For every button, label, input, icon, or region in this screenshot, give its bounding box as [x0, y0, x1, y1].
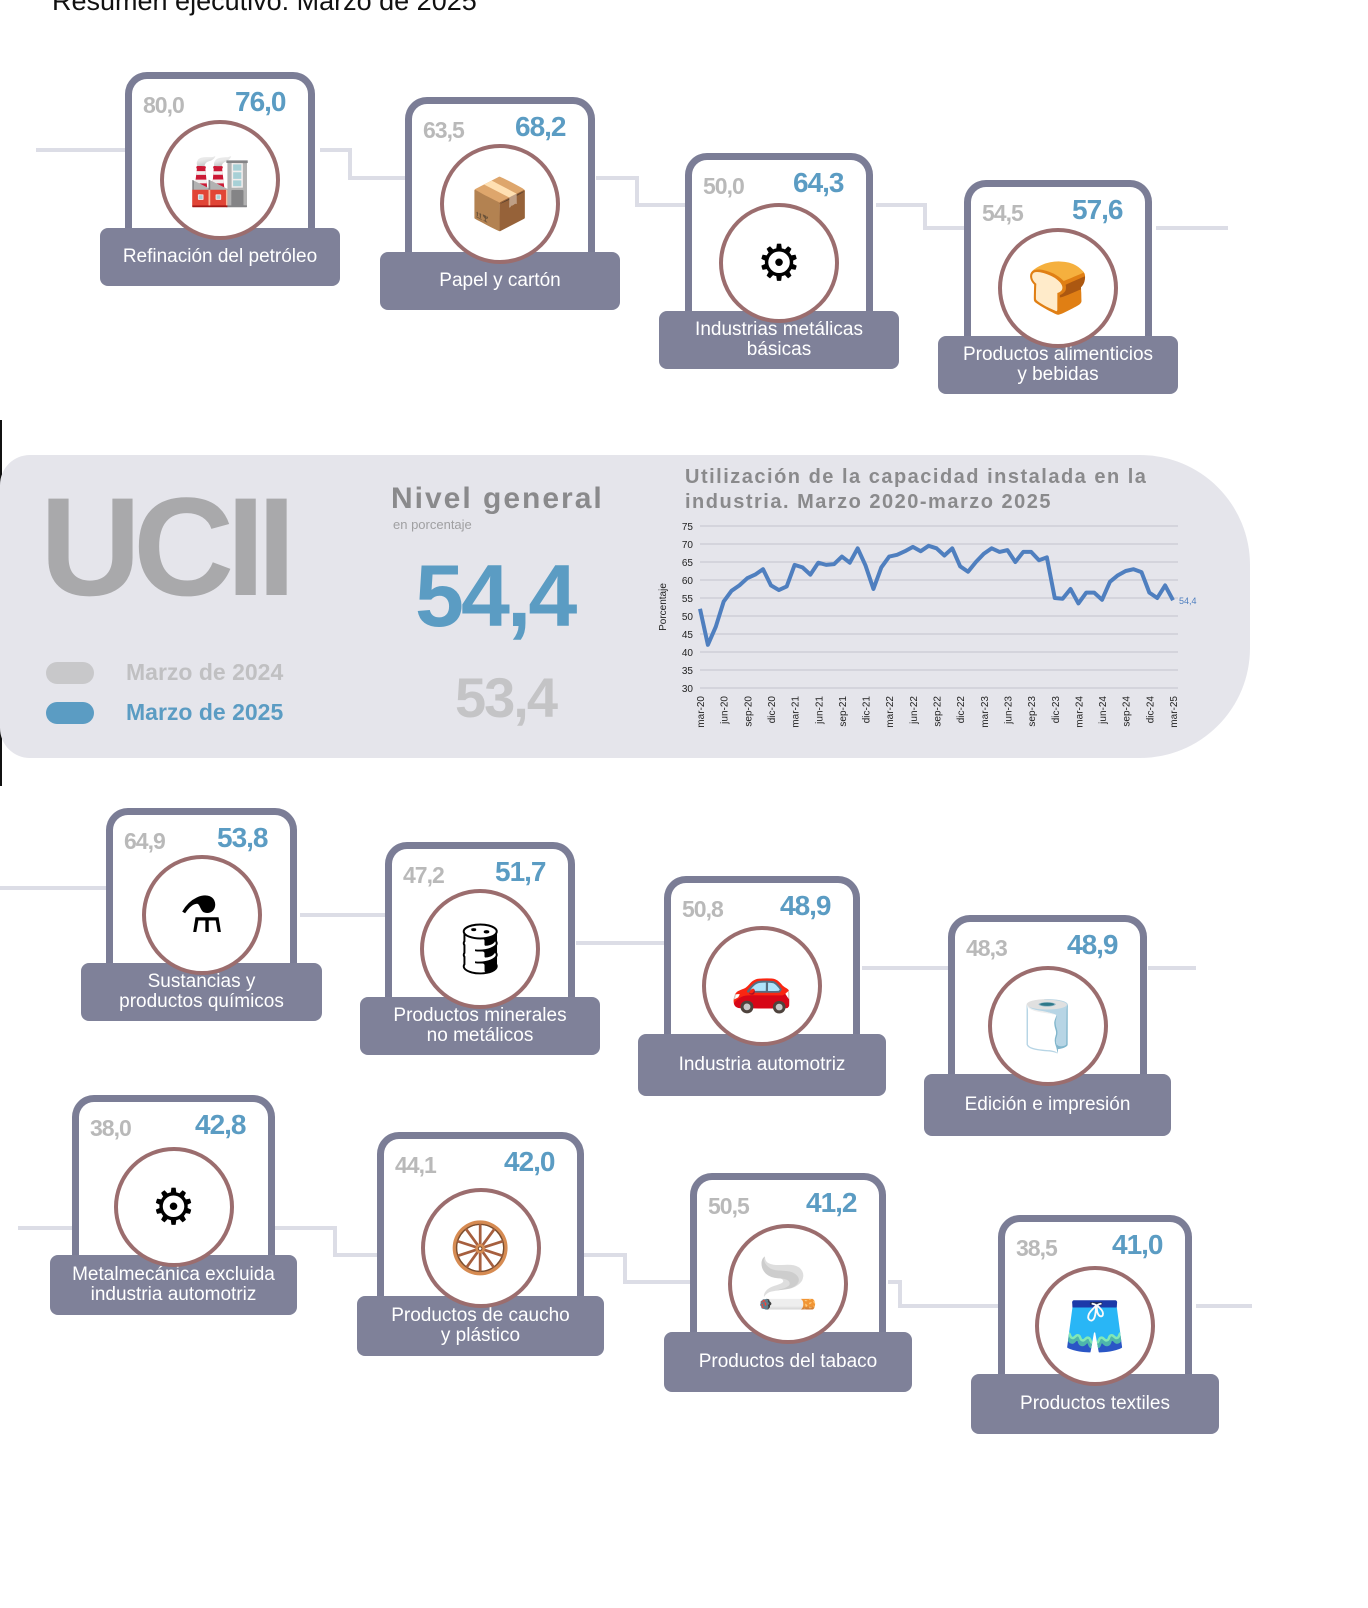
y-axis-label: Porcentaje [658, 583, 669, 631]
general-subtitle: en porcentaje [393, 517, 472, 532]
value-2024: 63,5 [423, 117, 465, 143]
value-2025: 41,2 [806, 1187, 857, 1218]
general-previous-value: 53,4 [455, 666, 558, 729]
legend-prev-label: Marzo de 2024 [126, 659, 284, 685]
value-2024: 64,9 [124, 828, 166, 854]
card-frame [685, 153, 873, 316]
y-tick-label: 40 [682, 648, 694, 659]
x-tick-label: mar-25 [1169, 696, 1180, 728]
value-2025: 48,9 [780, 890, 831, 921]
legend-swatch-blue [46, 701, 94, 724]
ucii-heading: UCII [40, 468, 296, 625]
value-2025: 53,8 [217, 822, 268, 853]
value-2024: 50,0 [703, 173, 745, 199]
legend-curr: Marzo de 2025 [46, 699, 283, 726]
x-tick-label: dic-23 [1051, 696, 1062, 724]
series-line [698, 543, 1175, 647]
value-2024: 38,0 [90, 1115, 132, 1141]
x-tick-label: mar-23 [980, 696, 991, 728]
page-title: Resumen ejecutivo. Marzo de 2025 [52, 0, 477, 16]
x-tick-label: jun-23 [1003, 696, 1014, 725]
y-tick-label: 50 [682, 612, 694, 623]
x-tick-label: jun-20 [720, 696, 731, 725]
value-2024: 48,3 [966, 935, 1008, 961]
refinery-icon: 🏭 [160, 120, 280, 240]
line-chart: 30 35 40 45 50 55 60 65 70 75 Porcentaje mar-20 jun-… [658, 522, 1197, 728]
x-tick-label: sep-24 [1122, 696, 1133, 727]
value-2024: 50,5 [708, 1193, 750, 1219]
general-title: Nivel general [391, 482, 604, 515]
gears-icon: ⚙ [113, 1147, 234, 1267]
legend-curr-label: Marzo de 2025 [126, 699, 284, 725]
value-2025: 48,9 [1067, 929, 1118, 960]
x-tick-label: mar-22 [885, 696, 896, 728]
pipe-icon: 🚬 [728, 1224, 848, 1344]
x-tick-label: sep-20 [743, 696, 754, 727]
y-tick-label: 55 [682, 594, 694, 605]
sector-label: Refinación del petróleo [100, 228, 340, 286]
value-2024: 38,5 [1016, 1235, 1058, 1261]
box-icon: 📦 [440, 144, 560, 264]
connector-lines [0, 148, 1252, 1308]
x-tick-label: sep-23 [1027, 696, 1038, 727]
metal-saw-icon: ⚙ [719, 203, 839, 323]
general-current-value: 54,4 [415, 546, 577, 645]
end-value-label: 54,4 [1179, 596, 1197, 606]
value-2025: 57,6 [1072, 194, 1123, 225]
x-tick-label: jun-22 [909, 696, 920, 725]
value-2025: 42,0 [504, 1146, 555, 1177]
sector-label: Productos minerales no metálicos [360, 997, 600, 1055]
value-2024: 44,1 [395, 1152, 437, 1178]
x-tick-label: dic-21 [862, 696, 873, 724]
x-tick-label: jun-21 [814, 696, 825, 725]
flask-icon: ⚗ [141, 855, 262, 975]
x-tick-label: mar-20 [696, 696, 707, 728]
value-2025: 51,7 [495, 856, 546, 887]
car-icon: 🚗 [702, 926, 822, 1046]
bottle-bread-icon: 🍞 [998, 228, 1118, 348]
x-tick-label: sep-21 [838, 696, 849, 727]
x-tick-label: dic-22 [956, 696, 967, 724]
summary-panel [0, 455, 1250, 758]
y-tick-label: 70 [682, 540, 694, 551]
chart-title: Utilización de la capacidad instalada en… [685, 466, 1148, 513]
y-tick-label: 65 [682, 558, 694, 569]
legend-prev: Marzo de 2024 [46, 659, 283, 686]
y-tick-label: 30 [682, 684, 694, 695]
sector-label: Sustancias y productos químicos [81, 963, 322, 1021]
sector-label: Edición e impresión [924, 1074, 1171, 1136]
tire-icon: 🛞 [420, 1188, 541, 1308]
x-tick-label: dic-24 [1145, 696, 1156, 724]
sector-label: Productos alimenticios y bebidas [938, 336, 1178, 394]
y-tick-label: 60 [682, 576, 694, 587]
legend-swatch-grey [46, 661, 94, 684]
value-2025: 64,3 [793, 167, 844, 198]
value-2025: 76,0 [235, 86, 286, 117]
value-2025: 42,8 [195, 1109, 246, 1140]
value-2025: 41,0 [1112, 1229, 1163, 1260]
x-tick-label: mar-24 [1074, 696, 1085, 728]
printing-roller-icon: 🧻 [987, 966, 1108, 1086]
value-2025: 68,2 [515, 111, 566, 142]
y-tick-label: 45 [682, 630, 694, 641]
value-2024: 54,5 [982, 200, 1024, 226]
thread-shorts-icon: 🩳 [1035, 1266, 1155, 1386]
y-tick-label: 75 [682, 522, 694, 533]
cement-mixer-icon: 🛢 [420, 889, 540, 1009]
value-2024: 50,8 [682, 896, 724, 922]
value-2024: 47,2 [403, 862, 445, 888]
y-tick-label: 35 [682, 666, 694, 677]
value-2024: 80,0 [143, 92, 185, 118]
x-tick-label: sep-22 [933, 696, 944, 727]
x-tick-label: jun-24 [1098, 696, 1109, 725]
x-tick-label: dic-20 [767, 696, 778, 724]
x-tick-label: mar-21 [791, 696, 802, 728]
sector-label: Productos de caucho y plástico [357, 1296, 604, 1356]
